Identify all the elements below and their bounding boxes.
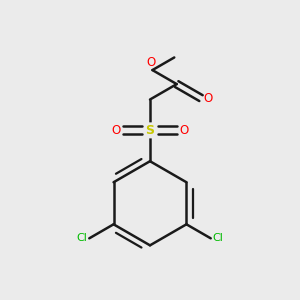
Text: O: O <box>111 124 121 137</box>
Text: O: O <box>146 56 156 69</box>
Text: O: O <box>179 124 189 137</box>
Text: S: S <box>146 124 154 137</box>
Text: O: O <box>203 92 212 105</box>
Text: Cl: Cl <box>213 233 224 243</box>
Text: Cl: Cl <box>76 233 87 243</box>
